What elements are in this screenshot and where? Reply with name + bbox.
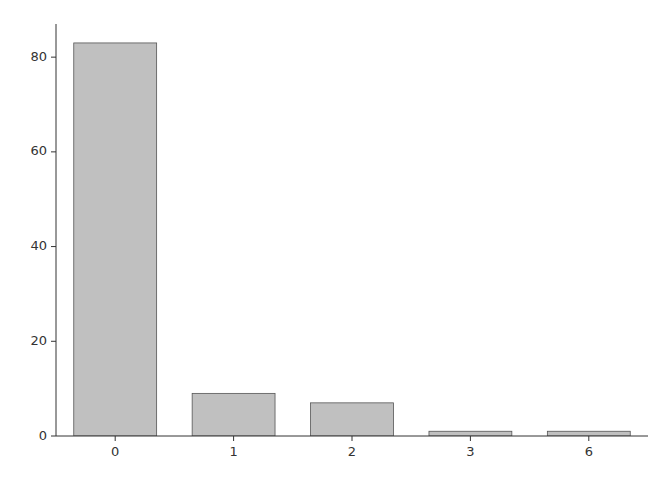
x-tick-label: 3	[466, 444, 474, 459]
bar	[74, 43, 157, 436]
bars	[74, 43, 630, 436]
y-tick-label: 0	[39, 428, 47, 443]
chart-container: 0 20 40 60 80 0 1 2 3 6	[0, 0, 672, 480]
y-tick	[51, 436, 56, 437]
y-tick	[51, 246, 56, 247]
bar	[311, 403, 394, 436]
bar	[429, 431, 512, 436]
x-tick-label: 0	[111, 444, 119, 459]
x-tick-label: 1	[229, 444, 237, 459]
x-tick	[352, 436, 353, 441]
x-tick-label: 2	[348, 444, 356, 459]
x-tick-label: 6	[585, 444, 593, 459]
y-axis-line	[56, 24, 57, 436]
chart: 0 20 40 60 80 0 1 2 3 6	[0, 0, 672, 480]
x-tick	[588, 436, 589, 441]
y-tick-label: 40	[30, 238, 47, 253]
y-tick	[51, 151, 56, 152]
y-tick-label: 20	[30, 333, 47, 348]
x-tick	[233, 436, 234, 441]
y-tick-label: 60	[30, 143, 47, 158]
x-tick	[115, 436, 116, 441]
y-tick-label: 80	[30, 49, 47, 64]
y-tick	[51, 57, 56, 58]
bar	[192, 393, 275, 436]
bar	[547, 431, 630, 436]
y-tick	[51, 341, 56, 342]
x-tick	[470, 436, 471, 441]
